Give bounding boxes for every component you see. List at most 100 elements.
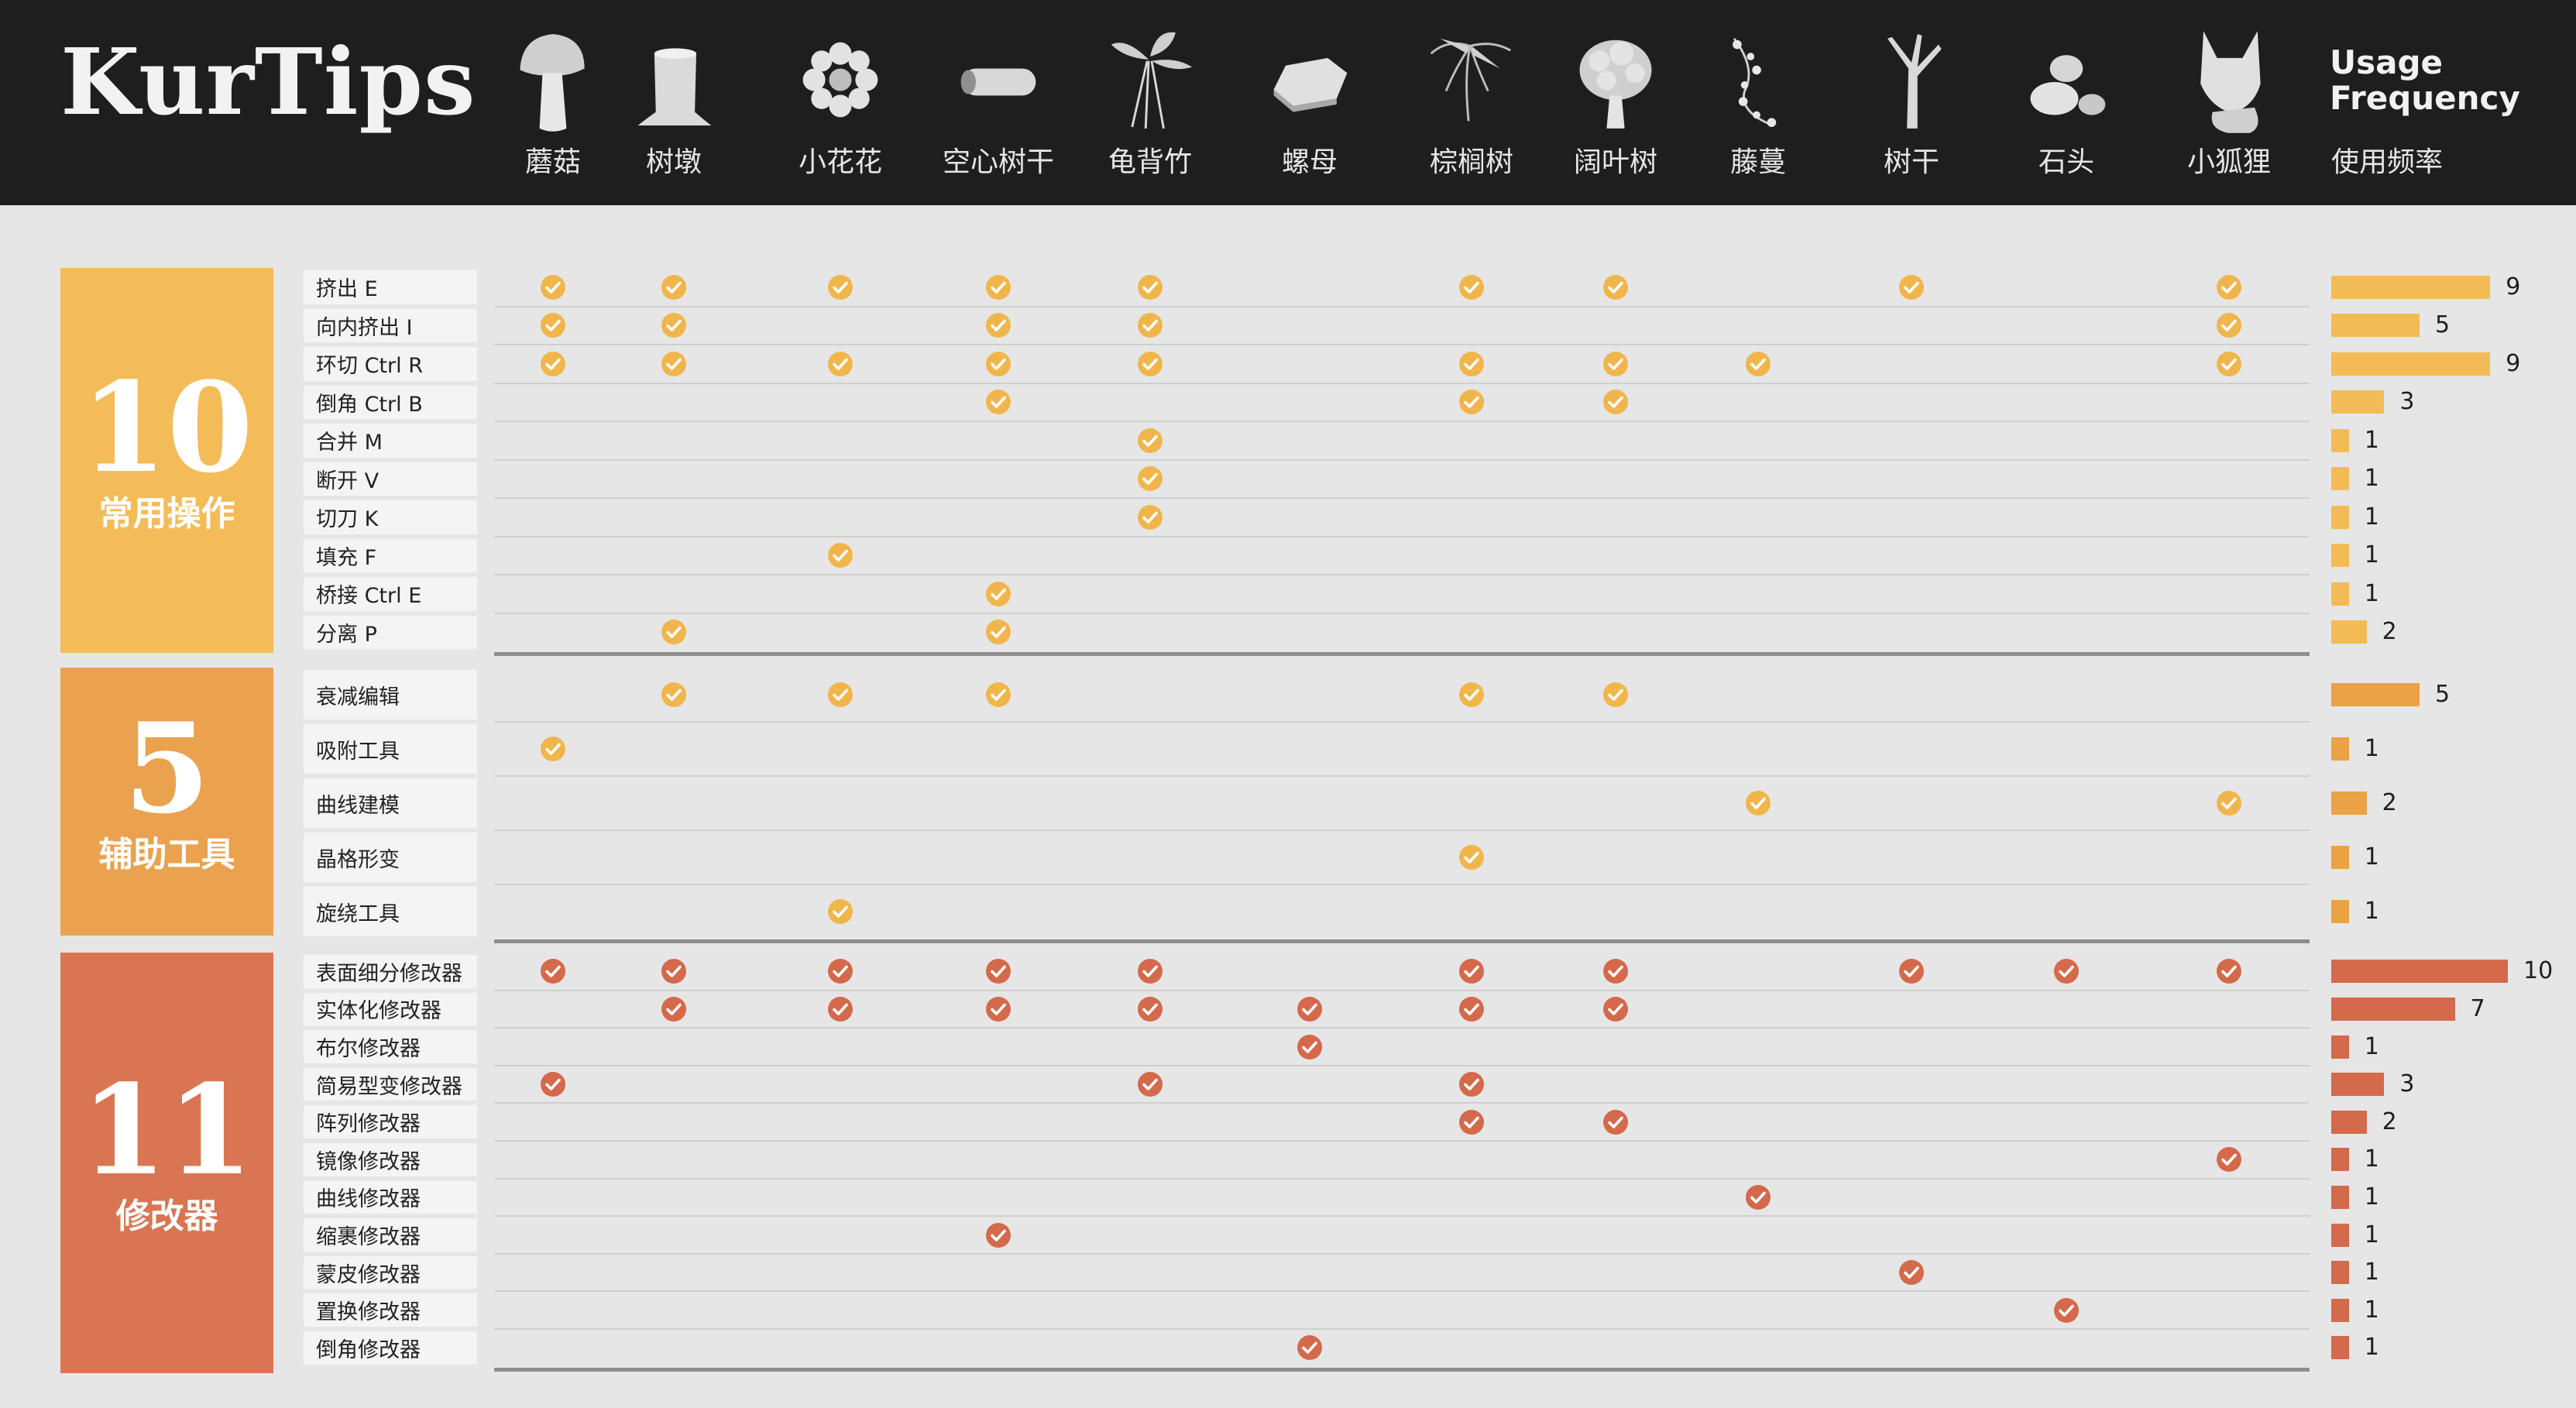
check-mark-icon (2217, 313, 2241, 338)
operation-label: 向内挤出 I (304, 308, 477, 342)
check-mark-icon (2217, 351, 2241, 376)
category-block: 11 修改器 (60, 953, 273, 1373)
usage-bar (2331, 314, 2420, 338)
usage-value: 7 (2470, 994, 2485, 1022)
usage-value: 1 (2364, 503, 2379, 531)
usage-value: 3 (2399, 388, 2415, 416)
row-divider (494, 1328, 2310, 1330)
category-label: 辅助工具 (98, 835, 235, 874)
check-mark-icon (2217, 1147, 2241, 1173)
check-mark-icon (1899, 1260, 1924, 1286)
check-mark-icon (1138, 313, 1163, 338)
usage-bar (2331, 428, 2349, 452)
usage-title-line1: Usage (2330, 43, 2443, 81)
check-mark-icon (986, 996, 1011, 1022)
usage-frequency-title: Usage Frequency (2330, 45, 2520, 116)
row-divider (494, 459, 2310, 461)
group-separator (494, 939, 2310, 943)
hollow-trunk-icon (960, 68, 1036, 96)
check-mark-icon (828, 899, 853, 924)
operation-label: 缩裹修改器 (304, 1218, 477, 1252)
check-mark-icon (661, 959, 686, 984)
model-label: 棕榈树 (1429, 146, 1513, 178)
category-block: 10 常用操作 (60, 268, 273, 653)
model-column-11: 石头 (1989, 14, 2144, 192)
usage-bar (2331, 1336, 2349, 1360)
usage-value: 10 (2523, 957, 2554, 985)
check-mark-icon (541, 737, 565, 761)
check-mark-icon (1746, 791, 1771, 816)
row-divider (494, 1290, 2310, 1292)
usage-bar (2331, 505, 2349, 529)
check-mark-icon (828, 351, 853, 376)
usage-frequency-subtitle: 使用频率 (2331, 146, 2444, 178)
operation-label: 吸附工具 (304, 724, 477, 774)
check-mark-icon (986, 581, 1011, 606)
usage-bar (2331, 544, 2349, 568)
category-count: 5 (123, 695, 211, 841)
row-divider (494, 421, 2310, 422)
model-column-4: 空心树干 (921, 14, 1076, 192)
operation-label: 桥接 Ctrl E (304, 577, 477, 611)
model-label: 石头 (2038, 146, 2094, 178)
check-mark-icon (661, 682, 686, 707)
check-mark-icon (661, 313, 686, 338)
check-mark-icon (2217, 791, 2241, 816)
check-mark-icon (1899, 959, 1924, 984)
check-mark-icon (828, 682, 853, 707)
check-mark-icon (1138, 466, 1163, 492)
check-mark-icon (1459, 1072, 1484, 1097)
row-divider (494, 1140, 2310, 1142)
usage-value: 1 (2364, 1296, 2379, 1324)
check-mark-icon (541, 351, 565, 376)
usage-bar (2331, 997, 2455, 1021)
check-mark-icon (1459, 274, 1484, 300)
check-mark-icon (1603, 1109, 1628, 1135)
category-count: 11 (81, 1056, 253, 1203)
model-label: 树干 (1883, 146, 1939, 178)
operation-label: 简易型变修改器 (304, 1067, 477, 1101)
operation-label: 填充 F (304, 538, 477, 572)
check-mark-icon (828, 543, 853, 568)
monstera-icon (1111, 32, 1193, 129)
vine-icon (1733, 37, 1777, 127)
row-divider (494, 775, 2310, 777)
operation-label: 表面细分修改器 (304, 955, 477, 988)
usage-value: 9 (2506, 273, 2521, 300)
operation-label: 断开 V (304, 462, 477, 496)
operation-label: 切刀 K (304, 500, 477, 534)
usage-bar (2331, 960, 2508, 984)
check-mark-icon (986, 390, 1011, 415)
header-bar: KurTips 蘑菇 树墩 小花花 空心树干 龟背竹 螺母 棕榈树 阔叶树 藤蔓 树干 石头 小狐狸 … (0, 0, 2576, 205)
usage-value: 5 (2435, 311, 2451, 339)
check-mark-icon (986, 682, 1011, 707)
mushroom-icon (520, 33, 585, 132)
model-column-1: 蘑菇 (476, 14, 630, 192)
usage-bar (2331, 900, 2349, 923)
operation-label: 晶格形变 (304, 833, 477, 882)
row-divider (494, 1027, 2310, 1029)
check-mark-icon (986, 620, 1011, 645)
usage-value: 1 (2364, 735, 2379, 762)
usage-value: 1 (2364, 426, 2379, 454)
usage-bar (2331, 582, 2349, 606)
row-divider (494, 383, 2310, 384)
check-mark-icon (986, 274, 1011, 300)
usage-value: 1 (2364, 1145, 2379, 1173)
check-mark-icon (986, 959, 1011, 984)
operation-label: 旋绕工具 (304, 887, 477, 936)
usage-bar (2331, 620, 2367, 644)
operation-label: 倒角修改器 (304, 1331, 477, 1365)
row-divider (494, 721, 2310, 723)
usage-bar (2331, 1035, 2349, 1059)
usage-bar (2331, 275, 2491, 299)
check-mark-icon (541, 1072, 565, 1097)
check-mark-icon (1138, 428, 1163, 453)
usage-value: 1 (2364, 1259, 2379, 1286)
operation-label: 曲线建模 (304, 778, 477, 828)
row-divider (494, 613, 2310, 614)
category-count: 10 (81, 354, 253, 500)
fox-icon (2200, 31, 2261, 133)
model-label: 龟背竹 (1108, 146, 1192, 178)
check-mark-icon (1138, 996, 1163, 1022)
